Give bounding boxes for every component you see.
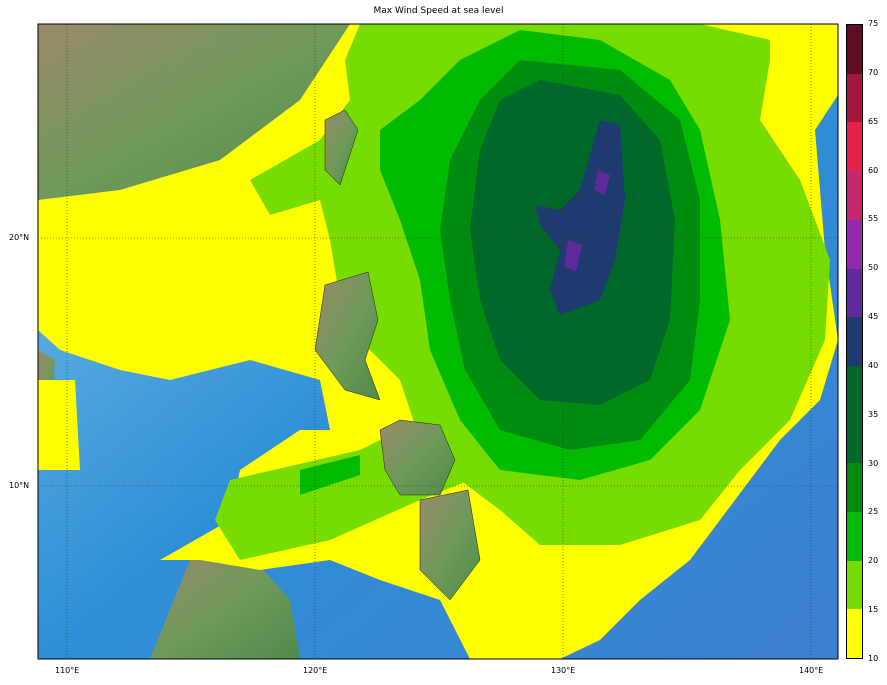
colorbar-segment xyxy=(847,414,862,464)
colorbar-tick-label: 30 xyxy=(868,458,879,468)
colorbar-tick-label: 45 xyxy=(868,312,879,322)
colorbar-tick-label: 60 xyxy=(868,165,879,175)
colorbar-segment xyxy=(847,317,862,366)
colorbar-segment xyxy=(847,511,862,561)
land-mindanao xyxy=(419,489,481,601)
gridlines xyxy=(38,24,838,659)
chart-title: Max Wind Speed at sea level xyxy=(373,6,504,16)
colorbar-tick-label: 75 xyxy=(868,19,879,28)
colorbar-tick-label: 15 xyxy=(868,605,879,615)
contour-45-50 xyxy=(564,170,610,272)
contour-10-15-west xyxy=(38,380,80,470)
colorbar-tick-label: 40 xyxy=(868,360,879,370)
colorbar-segment xyxy=(847,171,862,220)
colorbar-tick-label: 55 xyxy=(868,214,879,224)
colorbar-tick-label: 50 xyxy=(868,263,879,273)
y-tick-label: 20°N xyxy=(9,233,30,242)
land-visayas xyxy=(379,419,456,496)
colorbar-segment xyxy=(847,73,862,123)
x-tick-label: 110°E xyxy=(55,666,80,675)
colorbar-segment xyxy=(847,25,862,74)
colorbar xyxy=(846,24,863,659)
land-china xyxy=(38,24,350,200)
contour-20-25-visayas xyxy=(300,455,360,495)
x-tick-label: 130°E xyxy=(551,666,576,675)
colorbar-segment xyxy=(847,219,862,269)
colorbar-segment xyxy=(847,365,862,415)
colorbar-tick-label: 35 xyxy=(868,409,879,419)
colorbar-segment xyxy=(847,560,862,610)
plot-frame xyxy=(37,23,839,660)
x-tick-label: 120°E xyxy=(303,666,328,675)
land-taiwan xyxy=(324,109,359,186)
land-borneo xyxy=(150,555,300,659)
colorbar-tick-label: 20 xyxy=(868,556,879,566)
land-luzon xyxy=(314,271,381,401)
colorbar-segment xyxy=(847,268,862,318)
x-tick-label: 140°E xyxy=(799,666,824,675)
colorbar-segment xyxy=(847,122,862,172)
colorbar-segment xyxy=(847,463,862,512)
colorbar-segment xyxy=(847,609,862,658)
contour-40-45 xyxy=(535,120,625,315)
colorbar-tick-label: 10 xyxy=(868,654,879,663)
colorbar-tick-label: 25 xyxy=(868,507,879,517)
colorbar-tick-label: 70 xyxy=(868,67,879,77)
colorbar-tick-label: 65 xyxy=(868,116,879,126)
y-tick-label: 10°N xyxy=(9,481,30,490)
